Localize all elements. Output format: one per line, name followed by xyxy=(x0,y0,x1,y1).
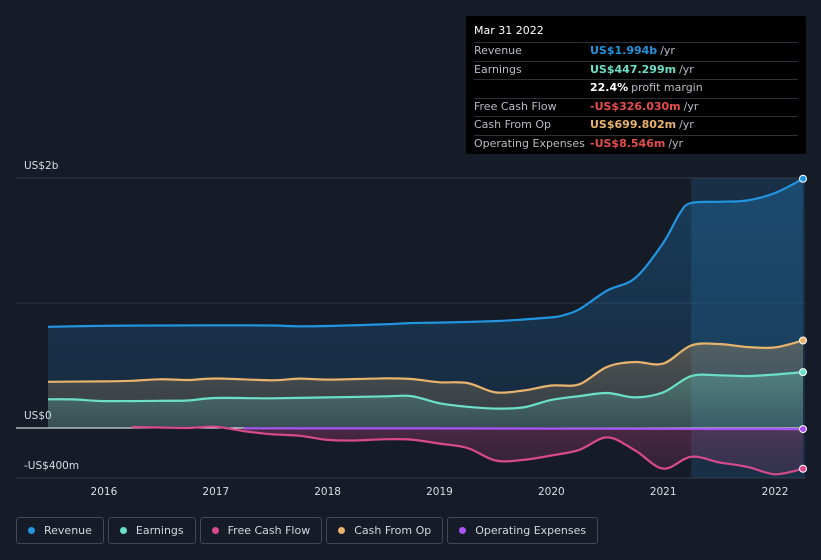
legend-dot-icon xyxy=(459,527,467,534)
data-tooltip: Mar 31 2022 Revenue US$1.994b /yr Earnin… xyxy=(466,16,806,154)
tooltip-label: Free Cash Flow xyxy=(474,99,557,113)
tooltip-value: -US$326.030m xyxy=(590,99,681,113)
tooltip-value: US$447.299m xyxy=(590,62,677,76)
tooltip-label: Earnings xyxy=(474,62,522,76)
end-marker-revenue xyxy=(799,174,807,183)
area-free-cash-flow xyxy=(131,426,803,475)
line-free-cash-flow xyxy=(131,425,804,476)
legend-label: Operating Expenses xyxy=(475,524,587,537)
legend-item-earnings[interactable]: Earnings xyxy=(107,517,196,544)
tooltip-unit: /yr xyxy=(683,99,699,113)
x-tick-label: 2018 xyxy=(314,486,341,498)
y-tick-label: US$0 xyxy=(24,410,52,422)
legend-dot-icon xyxy=(28,527,35,534)
tooltip-unit: /yr xyxy=(679,118,694,131)
end-marker-free-cash-flow xyxy=(799,464,807,473)
x-tick-label: 2020 xyxy=(538,486,565,498)
legend-label: Earnings xyxy=(135,524,184,537)
tooltip-row-profit-margin: 22.4% profit margin xyxy=(474,80,798,99)
line-cash-from-op xyxy=(47,339,804,394)
tooltip-label xyxy=(474,80,590,98)
legend-label: Free Cash Flow xyxy=(227,524,311,537)
tooltip-row-operating-expenses: Operating Expenses -US$8.546m /yr xyxy=(474,136,798,154)
tooltip-row-revenue: Revenue US$1.994b /yr xyxy=(474,43,798,62)
tooltip-value: US$1.994b xyxy=(590,44,658,57)
legend-dot-icon xyxy=(119,527,127,534)
tooltip-label: Revenue xyxy=(474,44,522,57)
legend-item-cash-from-op[interactable]: Cash From Op xyxy=(326,517,444,544)
legend-label: Revenue xyxy=(44,524,92,537)
end-marker-cash-from-op xyxy=(799,336,807,345)
tooltip-row-earnings: Earnings US$447.299m /yr xyxy=(474,62,798,80)
x-tick-label: 2022 xyxy=(762,486,789,498)
x-tick-label: 2017 xyxy=(202,486,229,498)
legend-item-operating-expenses[interactable]: Operating Expenses xyxy=(447,517,599,544)
line-earnings xyxy=(47,371,804,410)
tooltip-unit: /yr xyxy=(668,136,684,150)
y-tick-label: US$2b xyxy=(24,160,59,172)
tooltip-value: US$699.802m xyxy=(590,118,677,131)
end-marker-operating-expenses xyxy=(799,425,807,434)
tooltip-label: Operating Expenses xyxy=(474,136,585,150)
tooltip-label: Cash From Op xyxy=(474,118,552,131)
chart-legend: Revenue Earnings Free Cash Flow Cash Fro… xyxy=(16,517,599,544)
tooltip-unit: /yr xyxy=(679,62,694,76)
tooltip-unit: profit margin xyxy=(631,81,703,94)
legend-dot-icon xyxy=(338,527,346,534)
line-revenue xyxy=(47,177,804,328)
tooltip-row-cash-from-op: Cash From Op US$699.802m /yr xyxy=(474,117,798,136)
tooltip-row-free-cash-flow: Free Cash Flow -US$326.030m /yr xyxy=(474,99,798,117)
x-tick-label: 2016 xyxy=(91,486,118,498)
legend-item-free-cash-flow[interactable]: Free Cash Flow xyxy=(199,517,323,544)
x-tick-label: 2019 xyxy=(426,486,453,498)
x-tick-label: 2021 xyxy=(650,486,677,498)
legend-dot-icon xyxy=(211,527,219,534)
legend-label: Cash From Op xyxy=(354,524,432,537)
tooltip-value: 22.4% xyxy=(590,81,629,94)
legend-item-revenue[interactable]: Revenue xyxy=(16,517,104,544)
tooltip-value: -US$8.546m xyxy=(590,136,666,150)
y-tick-label: -US$400m xyxy=(24,460,79,472)
line-operating-expenses xyxy=(243,427,804,431)
end-marker-earnings xyxy=(799,368,807,377)
tooltip-date: Mar 31 2022 xyxy=(474,24,798,43)
tooltip-unit: /yr xyxy=(660,44,675,57)
